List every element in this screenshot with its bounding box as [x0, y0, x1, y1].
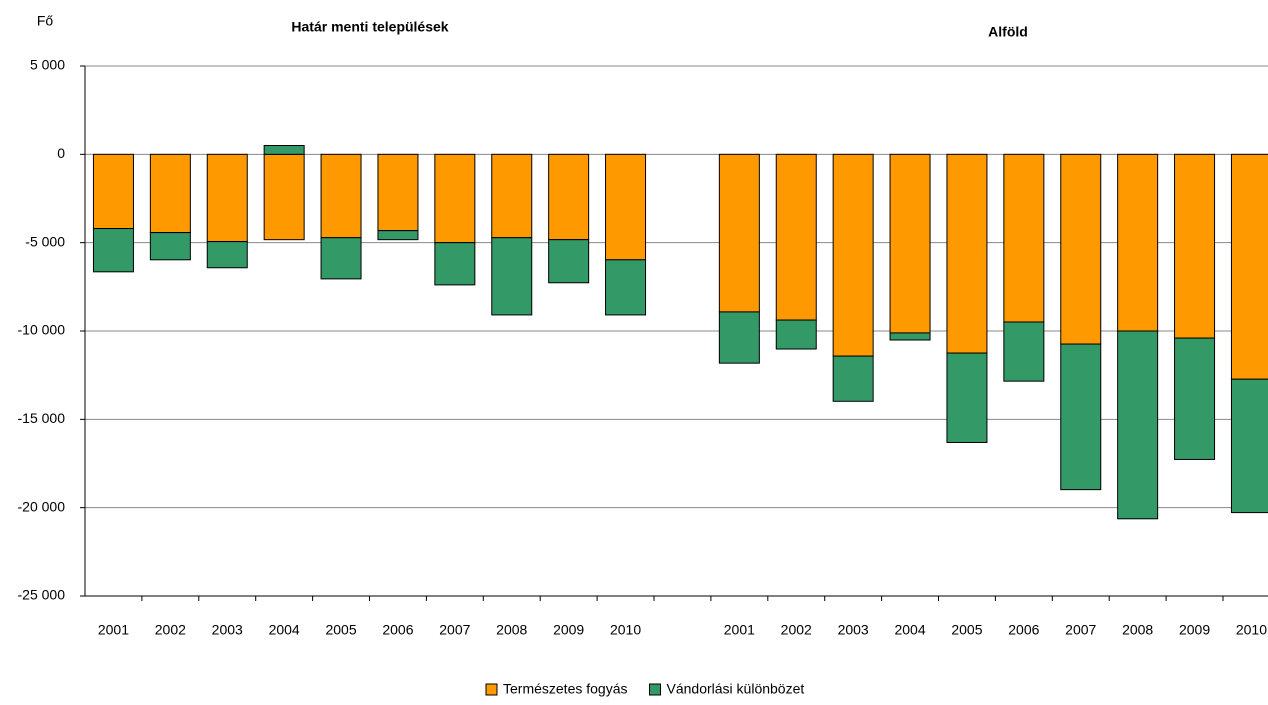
bar	[1230, 378, 1268, 514]
bar	[605, 153, 647, 261]
bar	[206, 241, 248, 269]
bar	[1117, 330, 1159, 520]
bar	[320, 153, 362, 239]
bar	[548, 153, 590, 241]
legend-label: Természetes fogyás	[503, 681, 628, 697]
bar	[320, 237, 362, 280]
bar	[718, 311, 760, 364]
legend-label: Vándorlási különbözet	[667, 681, 805, 697]
x-tick-label: 2006	[382, 622, 413, 638]
y-tick-label: -10 000	[18, 322, 66, 338]
x-tick-label: 2001	[98, 622, 129, 638]
x-tick-label: 2008	[1122, 622, 1153, 638]
x-tick-label: 2010	[1236, 622, 1267, 638]
bar	[92, 228, 134, 273]
group-title: Határ menti települések	[291, 19, 448, 35]
bar	[1174, 153, 1216, 339]
x-tick-label: 2005	[951, 622, 982, 638]
legend-swatch	[485, 683, 498, 696]
x-tick-label: 2003	[838, 622, 869, 638]
y-tick-label: -25 000	[18, 587, 66, 603]
bar	[718, 153, 760, 313]
y-tick-label: 0	[57, 145, 65, 161]
bar	[775, 153, 817, 321]
x-tick-label: 2004	[894, 622, 925, 638]
bar	[434, 153, 476, 244]
bar	[946, 153, 988, 354]
x-tick-label: 2007	[439, 622, 470, 638]
bar	[1230, 153, 1268, 380]
bar	[889, 332, 931, 341]
bar	[889, 153, 931, 334]
bar	[434, 242, 476, 286]
x-tick-label: 2001	[724, 622, 755, 638]
x-tick-label: 2005	[325, 622, 356, 638]
y-axis-label: Fő	[37, 13, 54, 29]
bar	[548, 239, 590, 284]
x-tick-label: 2002	[155, 622, 186, 638]
bar	[377, 153, 419, 232]
y-tick-label: -15 000	[18, 410, 66, 426]
bar	[92, 153, 134, 230]
bar	[1060, 343, 1102, 491]
bar	[491, 237, 533, 316]
bar	[1117, 153, 1159, 332]
x-tick-label: 2008	[496, 622, 527, 638]
bar	[775, 319, 817, 350]
bar	[263, 153, 305, 241]
bar	[149, 153, 191, 234]
bar	[832, 153, 874, 357]
bar	[605, 259, 647, 316]
bar	[1174, 337, 1216, 460]
x-tick-label: 2007	[1065, 622, 1096, 638]
bar	[1003, 321, 1045, 382]
bar	[206, 153, 248, 243]
x-tick-label: 2009	[553, 622, 584, 638]
y-tick-label: 5 000	[30, 57, 65, 73]
y-tick-label: -20 000	[18, 498, 66, 514]
x-tick-label: 2004	[269, 622, 300, 638]
bar	[1003, 153, 1045, 323]
x-tick-label: 2010	[610, 622, 641, 638]
x-tick-label: 2002	[781, 622, 812, 638]
group-title: Alföld	[988, 24, 1028, 40]
bar	[491, 153, 533, 239]
x-tick-label: 2003	[212, 622, 243, 638]
y-tick-label: -5 000	[25, 233, 65, 249]
legend-swatch	[649, 683, 661, 696]
bar	[377, 230, 419, 241]
x-tick-label: 2006	[1008, 622, 1039, 638]
x-tick-label: 2009	[1179, 622, 1210, 638]
bar	[946, 352, 988, 443]
bar	[1060, 153, 1102, 345]
bar	[832, 355, 874, 402]
bar	[149, 232, 191, 261]
bar	[263, 145, 305, 155]
